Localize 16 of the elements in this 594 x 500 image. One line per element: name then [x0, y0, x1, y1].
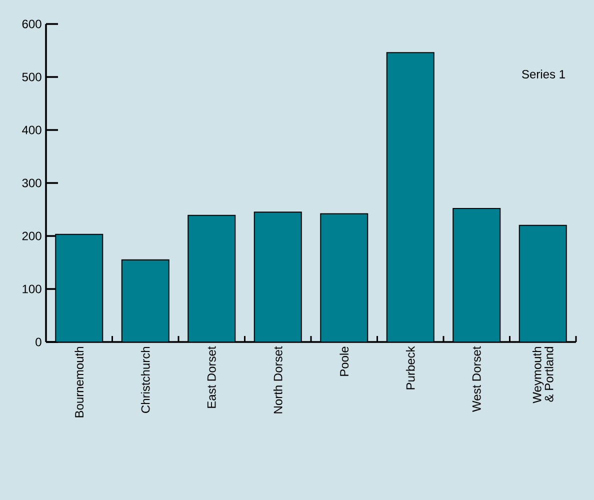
y-tick-label: 200	[22, 232, 42, 240]
y-tick-label: 0	[36, 338, 42, 346]
x-tick-label: Purbeck	[406, 346, 415, 390]
y-tick-label: 100	[22, 284, 42, 294]
x-tick-label: North Dorset	[273, 346, 282, 414]
x-tick-label: West Dorset	[472, 346, 481, 412]
x-tick-label: Weymouth & Portland	[532, 346, 554, 404]
x-tick-label: East Dorset	[207, 346, 216, 408]
text: Series 1	[522, 70, 565, 78]
x-tick-label: Poole	[340, 346, 349, 376]
x-tick-label: Bournemouth	[74, 346, 84, 418]
y-tick-label: 400	[22, 126, 42, 134]
y-tick-label: 500	[22, 72, 42, 82]
x-tick-label: Christchurch	[140, 346, 150, 413]
y-tick-label: 600	[22, 20, 42, 28]
y-tick-label: 300	[22, 178, 42, 188]
